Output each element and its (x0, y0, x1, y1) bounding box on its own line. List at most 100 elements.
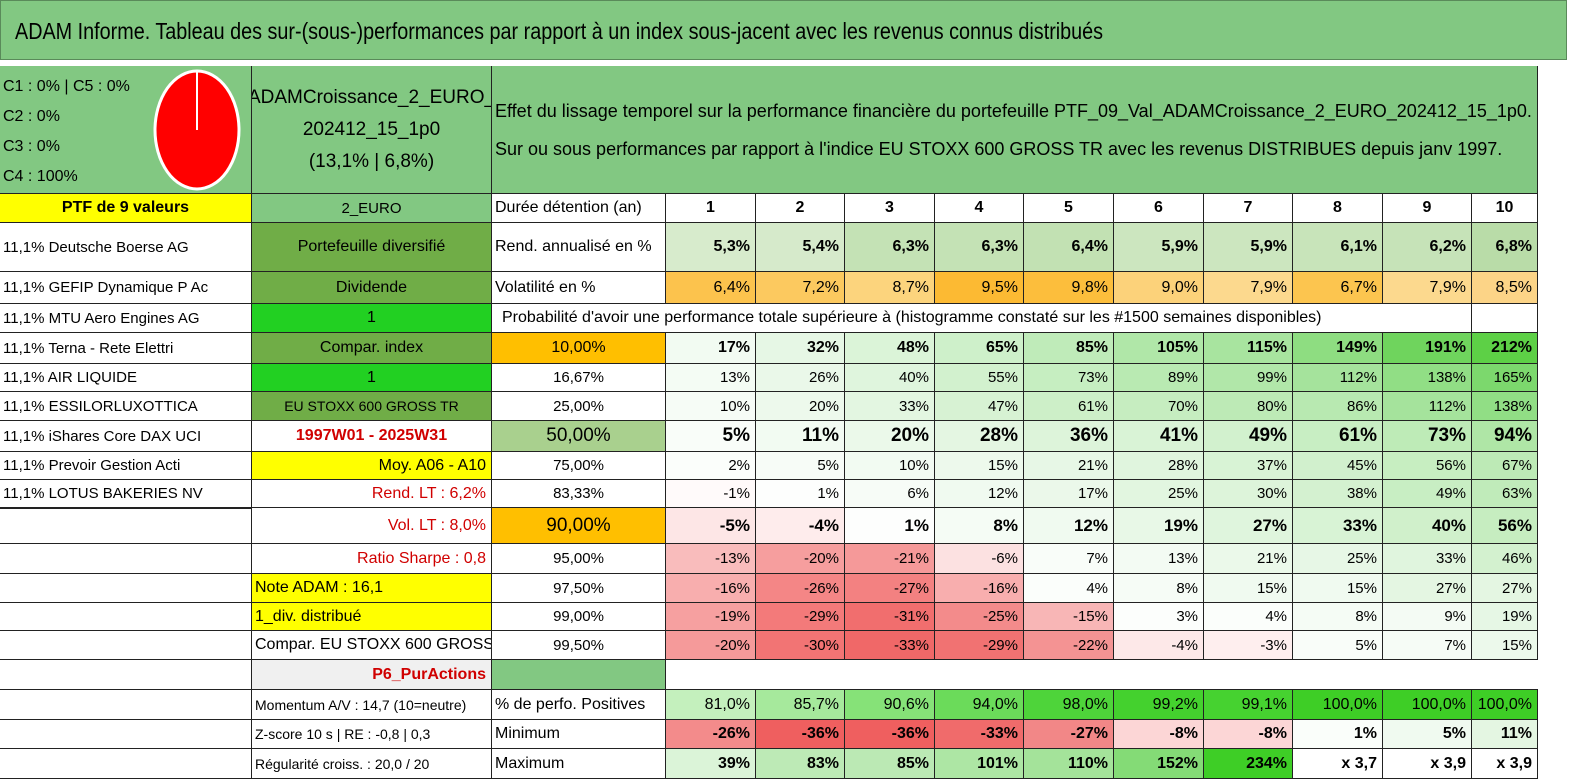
quantile-value: 5% (666, 421, 756, 452)
quantile-value: -16% (666, 574, 756, 603)
year-header: 9 (1383, 194, 1472, 223)
quantile-value: -21% (845, 544, 935, 574)
quantile-value: 21% (1204, 544, 1293, 574)
quantile-value: -5% (666, 508, 756, 544)
maximum-value: x 3,9 (1472, 749, 1538, 779)
quantile-value: 99% (1204, 364, 1293, 392)
vol-value: 9,8% (1024, 272, 1114, 304)
empty-cell (666, 660, 1538, 690)
quantile-value: -29% (935, 631, 1024, 660)
year-header: 2 (756, 194, 845, 223)
maximum-value: 110% (1024, 749, 1114, 779)
positives-value: 100,0% (1293, 690, 1383, 720)
vol-value: 6,4% (666, 272, 756, 304)
quantile-value: 30% (1204, 480, 1293, 508)
quantile-value: -19% (666, 603, 756, 631)
holding-item: 11,1% GEFIP Dynamique P Ac (0, 272, 252, 304)
maximum-value: x 3,9 (1383, 749, 1472, 779)
pie-legend: C1 : 0% | C5 : 0% C2 : 0% C3 : 0% C4 : 1… (3, 72, 130, 192)
maximum-value: 234% (1204, 749, 1293, 779)
positives-value: 81,0% (666, 690, 756, 720)
note-adam: Note ADAM : 16,1 (252, 574, 492, 603)
quantile-value: 17% (666, 333, 756, 364)
quantile-value: 19% (1114, 508, 1204, 544)
maximum-value: 152% (1114, 749, 1204, 779)
holding-item: 11,1% Prevoir Gestion Acti (0, 452, 252, 480)
holding-item: 11,1% iShares Core DAX UCI (0, 421, 252, 452)
quantile-value: 8% (935, 508, 1024, 544)
quantile-value: 10% (666, 392, 756, 421)
quantile-value: 25% (1114, 480, 1204, 508)
pie-legend-line: C4 : 100% (3, 168, 78, 185)
maximum-label: Maximum (492, 749, 666, 779)
quantile-value: 63% (1472, 480, 1538, 508)
minimum-value: -33% (935, 720, 1024, 749)
description-line2: Sur ou sous performances par rapport à l… (495, 138, 1503, 159)
minimum-value: -36% (756, 720, 845, 749)
rend-value: 5,3% (666, 223, 756, 272)
minimum-value: -27% (1024, 720, 1114, 749)
fund-title: ADAMCroissance_2_EURO_ 202412_15_1p0 (13… (252, 66, 492, 194)
minimum-value: -8% (1114, 720, 1204, 749)
quantile-value: -1% (666, 480, 756, 508)
quantile-value: 33% (1383, 544, 1472, 574)
quantile-value: 6% (845, 480, 935, 508)
quantile-label: 99,50% (492, 631, 666, 660)
quantile-value: 73% (1383, 421, 1472, 452)
description: Effet du lissage temporel sur la perform… (492, 66, 1538, 194)
rend-value: 6,2% (1383, 223, 1472, 272)
quantile-label: 16,67% (492, 364, 666, 392)
rend-value: 6,1% (1293, 223, 1383, 272)
period-label: 1997W01 - 2025W31 (252, 421, 492, 452)
year-header: 6 (1114, 194, 1204, 223)
quantile-value: 56% (1383, 452, 1472, 480)
sharpe-label: Ratio Sharpe : 0,8 (252, 544, 492, 574)
performance-table: C1 : 0% | C5 : 0% C2 : 0% C3 : 0% C4 : 1… (0, 66, 1538, 779)
empty-cell (1472, 304, 1538, 333)
quantile-value: 33% (845, 392, 935, 421)
quantile-value: 9% (1383, 603, 1472, 631)
ptf-header: PTF de 9 valeurs (0, 194, 252, 223)
positives-value: 100,0% (1383, 690, 1472, 720)
minimum-value: -26% (666, 720, 756, 749)
vol-label: Volatilité en % (492, 272, 666, 304)
quantile-value: -31% (845, 603, 935, 631)
quantile-value: 89% (1114, 364, 1204, 392)
quantile-value: 80% (1204, 392, 1293, 421)
fund-stats: (13,1% | 6,8%) (308, 150, 435, 172)
empty-cell (0, 508, 252, 544)
holding-item: 11,1% Terna - Rete Elettri (0, 333, 252, 364)
regularite-label: Régularité croiss. : 20,0 / 20 (252, 749, 492, 779)
holding-item: 11,1% AIR LIQUIDE (0, 364, 252, 392)
quantile-value: 85% (1024, 333, 1114, 364)
quantile-label: 99,00% (492, 603, 666, 631)
quantile-value: -6% (935, 544, 1024, 574)
quantile-value: 4% (1204, 603, 1293, 631)
maximum-value: 83% (756, 749, 845, 779)
quantile-value: 86% (1293, 392, 1383, 421)
vol-value: 8,7% (845, 272, 935, 304)
quantile-value: 7% (1383, 631, 1472, 660)
empty-cell (0, 690, 252, 720)
holding-item: 11,1% Deutsche Boerse AG (0, 223, 252, 272)
quantile-value: 5% (756, 452, 845, 480)
quantile-value: -16% (935, 574, 1024, 603)
quantile-value: 11% (756, 421, 845, 452)
quantile-value: 1% (756, 480, 845, 508)
quantile-label: 75,00% (492, 452, 666, 480)
minimum-value: -8% (1204, 720, 1293, 749)
positives-label: % de perfo. Positives (492, 690, 666, 720)
quantile-value: 45% (1293, 452, 1383, 480)
duree-label: Durée détention (an) (492, 194, 666, 223)
quantile-value: -20% (666, 631, 756, 660)
diversified-label: Portefeuille diversifié (252, 223, 492, 272)
dividend-label: Dividende (252, 272, 492, 304)
quantile-value: -26% (756, 574, 845, 603)
compar-index-label: Compar. index (252, 333, 492, 364)
quantile-value: 36% (1024, 421, 1114, 452)
quantile-value: 56% (1472, 508, 1538, 544)
quantile-value: 13% (1114, 544, 1204, 574)
quantile-value: 13% (666, 364, 756, 392)
year-header: 4 (935, 194, 1024, 223)
vol-value: 7,2% (756, 272, 845, 304)
